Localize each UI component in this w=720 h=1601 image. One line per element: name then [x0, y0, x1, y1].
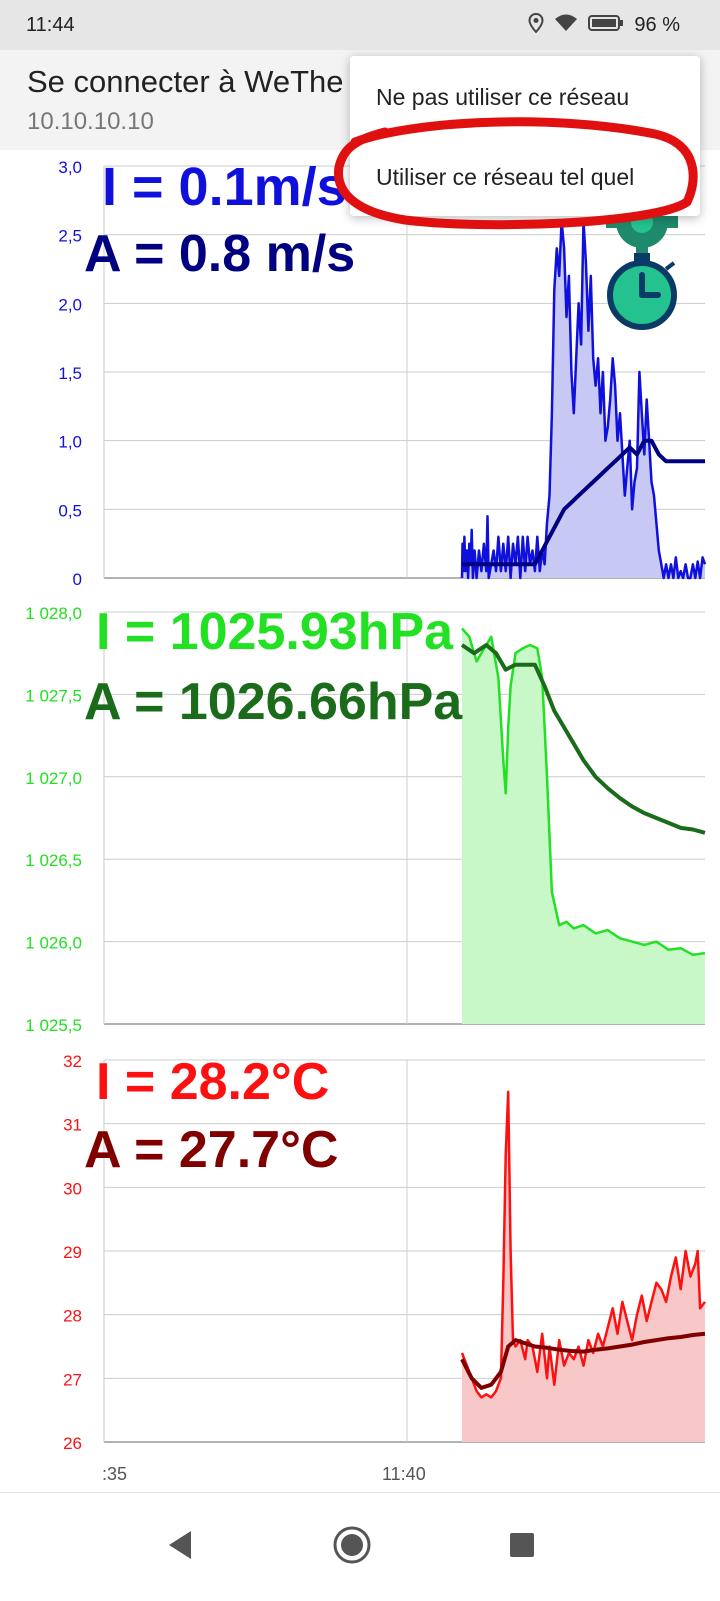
temperature-y-tick-label: 30	[63, 1179, 82, 1198]
navigation-bar	[0, 1492, 720, 1601]
page-title: Se connecter à WeThe	[27, 64, 344, 99]
wind-y-tick-label: 3,0	[58, 158, 82, 177]
temperature-y-tick-label: 28	[63, 1307, 82, 1326]
temperature-y-tick-label: 27	[63, 1370, 82, 1389]
wind-y-tick-label: 1,0	[58, 433, 82, 452]
wind-y-tick-label: 2,5	[58, 227, 82, 246]
wifi-icon	[554, 13, 578, 38]
pressure-y-tick-label: 1 026,0	[25, 934, 82, 953]
home-button[interactable]	[322, 1515, 382, 1575]
home-icon	[333, 1526, 371, 1564]
pressure-instant-line	[461, 627, 706, 957]
wind-y-tick-label: 1,5	[58, 364, 82, 383]
temperature-y-tick-label: 29	[63, 1243, 82, 1262]
recents-icon	[510, 1533, 534, 1557]
wind-average-line	[462, 438, 705, 567]
pressure-y-tick-label: 1 026,5	[25, 851, 82, 870]
temp-average-value: A = 27.7°C	[84, 1121, 339, 1179]
wind-average-value: A = 0.8 m/s	[84, 225, 356, 283]
pressure-y-tick-label: 1 025,5	[25, 1016, 82, 1035]
back-button[interactable]	[150, 1515, 210, 1575]
status-icons: 96 %	[528, 12, 680, 38]
menu-item-use-network-as-is[interactable]: Utiliser ce réseau tel quel	[376, 164, 635, 190]
battery-icon	[588, 14, 624, 37]
status-time: 11:44	[26, 14, 75, 36]
pressure-instant-value: I = 1025.93hPa	[96, 603, 454, 661]
pressure-average-line	[460, 643, 706, 835]
temperature-average-line	[460, 1331, 706, 1390]
pressure-area	[462, 628, 705, 1024]
wind-y-tick-label: 2,0	[58, 295, 82, 314]
menu-item-dont-use-network[interactable]: Ne pas utiliser ce réseau	[376, 84, 630, 110]
battery-percent: 96 %	[634, 13, 680, 36]
stopwatch-icon[interactable]	[607, 253, 677, 330]
red-highlight-scribble	[334, 117, 698, 230]
wind-y-tick-label: 0,5	[58, 501, 82, 520]
x-axis-tick-label: 11:40	[382, 1464, 426, 1484]
wind-instant-value: I = 0.1m/s	[102, 157, 347, 217]
location-icon	[528, 12, 544, 38]
temperature-y-tick-label: 31	[63, 1116, 82, 1135]
x-axis-tick-label: :35	[102, 1464, 127, 1484]
temperature-y-tick-label: 32	[63, 1052, 82, 1071]
wind-area	[462, 220, 705, 578]
temperature-y-tick-label: 26	[63, 1434, 82, 1453]
pressure-y-tick-label: 1 028,0	[25, 604, 82, 623]
recents-button[interactable]	[492, 1515, 552, 1575]
temperature-area	[462, 1091, 705, 1442]
back-icon	[169, 1531, 191, 1559]
wind-instant-line	[460, 219, 707, 580]
charts-area: 3,0 2,5 2,0 1,5 1,0 0,5 0 1 028,0 1 027,5 1 027,0…	[0, 150, 720, 1490]
charts-svg: 3,0 2,5 2,0 1,5 1,0 0,5 0 1 028,0 1 027,5 1 027,0…	[25, 158, 707, 1484]
page-subtitle: 10.10.10.10	[27, 108, 154, 135]
temp-instant-value: I = 28.2°C	[96, 1053, 330, 1111]
status-bar: 11:44 96 %	[0, 0, 720, 50]
pressure-y-tick-label: 1 027,5	[25, 686, 82, 705]
wind-y-tick-label: 0	[73, 570, 82, 589]
pressure-average-value: A = 1026.66hPa	[84, 673, 463, 731]
pressure-y-tick-label: 1 027,0	[25, 769, 82, 788]
